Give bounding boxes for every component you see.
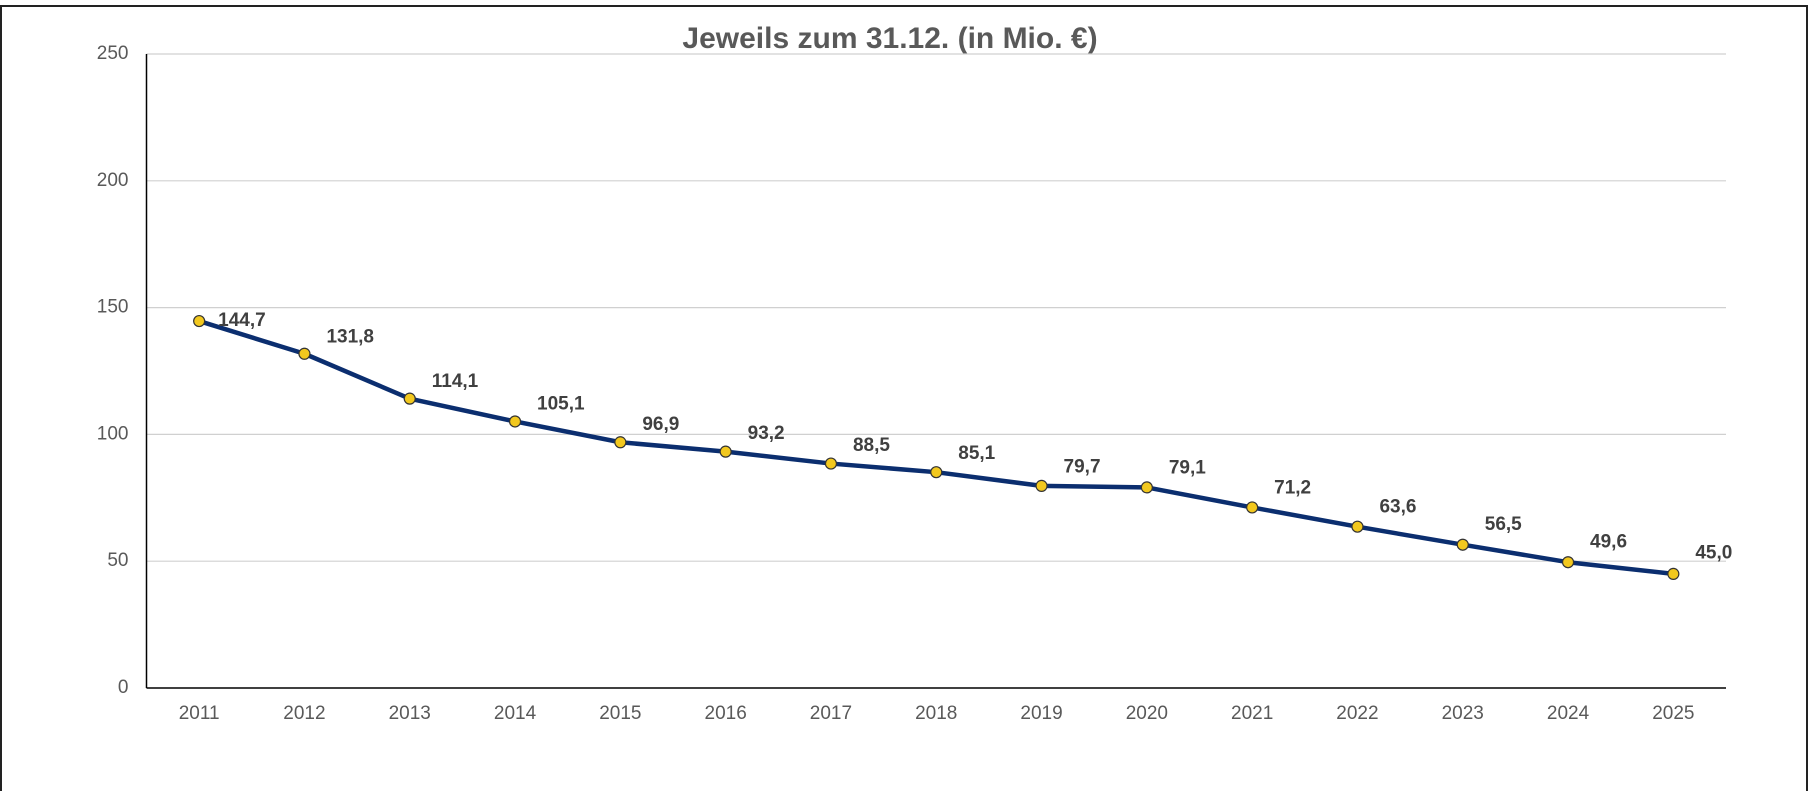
y-tick-label: 0 [118,677,129,698]
marker [193,314,206,328]
marker [1561,556,1575,569]
marker [1246,501,1259,514]
data-label: 56,5 [1485,514,1522,535]
marker [1140,481,1153,494]
data-label: 85,1 [958,443,995,464]
data-label: 131,8 [326,326,374,347]
x-tick-label: 2021 [1231,703,1273,724]
data-label: 96,9 [642,414,679,435]
marker [508,415,522,428]
y-tick-label: 150 [97,297,129,318]
data-label: 144,7 [218,310,266,331]
x-tick-label: 2013 [389,703,431,724]
x-tick-label: 2017 [810,703,852,724]
x-tick-label: 2024 [1547,703,1590,724]
marker [1351,520,1364,533]
y-tick-label: 250 [97,43,129,64]
marker [1035,479,1048,492]
x-tick-label: 2020 [1126,703,1168,724]
marker [930,466,943,479]
data-label: 63,6 [1379,496,1416,517]
x-tick-label: 2011 [179,703,220,724]
marker [1456,538,1469,551]
frame [0,5,1808,791]
x-tick-label: 2014 [494,703,537,724]
y-tick-label: 100 [97,423,129,444]
x-tick-label: 2016 [705,703,747,724]
x-tick-label: 2025 [1652,703,1694,724]
marker [298,347,311,360]
data-label: 79,1 [1169,458,1206,479]
data-label: 93,2 [748,423,785,444]
data-label: 114,1 [432,371,479,392]
y-tick-label: 200 [97,170,129,191]
marker [824,457,838,470]
line [198,318,1674,577]
marker [614,436,627,449]
data-label: 88,5 [853,435,890,456]
chart-title: Jeweils zum 31.12. (in Mio. €) [682,22,1097,55]
marker [403,392,416,405]
x-tick-label: 2012 [283,703,325,724]
marker [1667,567,1680,580]
marker [719,445,732,458]
x-tick-label: 2023 [1442,703,1484,724]
data-label: 45,0 [1695,543,1732,564]
x-tick-label: 2018 [915,703,957,724]
x-tick-label: 2015 [599,703,641,724]
data-label: 105,1 [537,394,585,415]
y-tick-label: 50 [107,550,128,571]
data-label: 71,2 [1274,477,1311,498]
x-tick-label: 2019 [1020,703,1062,724]
data-label: 79,7 [1064,456,1101,477]
data-label: 49,6 [1590,531,1627,552]
x-tick-label: 2022 [1336,703,1378,724]
